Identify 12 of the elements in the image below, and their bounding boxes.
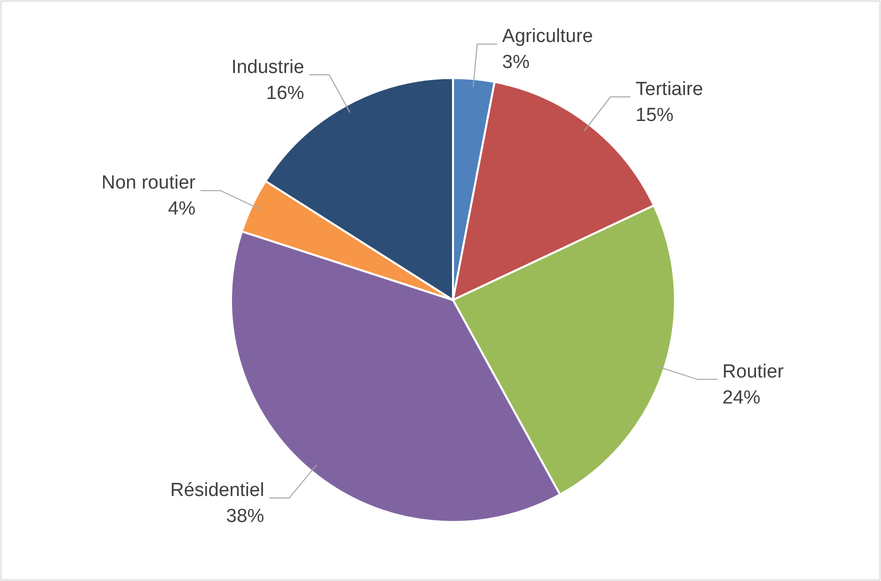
data-label: 4% xyxy=(168,198,196,220)
data-label: 15% xyxy=(636,104,674,126)
data-label: 24% xyxy=(722,387,761,408)
slice-label: Industrie xyxy=(231,56,304,78)
slice-label: Routier xyxy=(722,361,784,382)
data-label: 3% xyxy=(502,52,530,74)
slice-label: Tertiaire xyxy=(636,78,704,100)
data-label: 38% xyxy=(226,506,264,528)
data-label: 16% xyxy=(266,82,304,104)
slice-label: Agriculture xyxy=(502,26,594,48)
slice-label: Résidentiel xyxy=(170,480,264,502)
slice-label: Non routier xyxy=(101,172,196,194)
